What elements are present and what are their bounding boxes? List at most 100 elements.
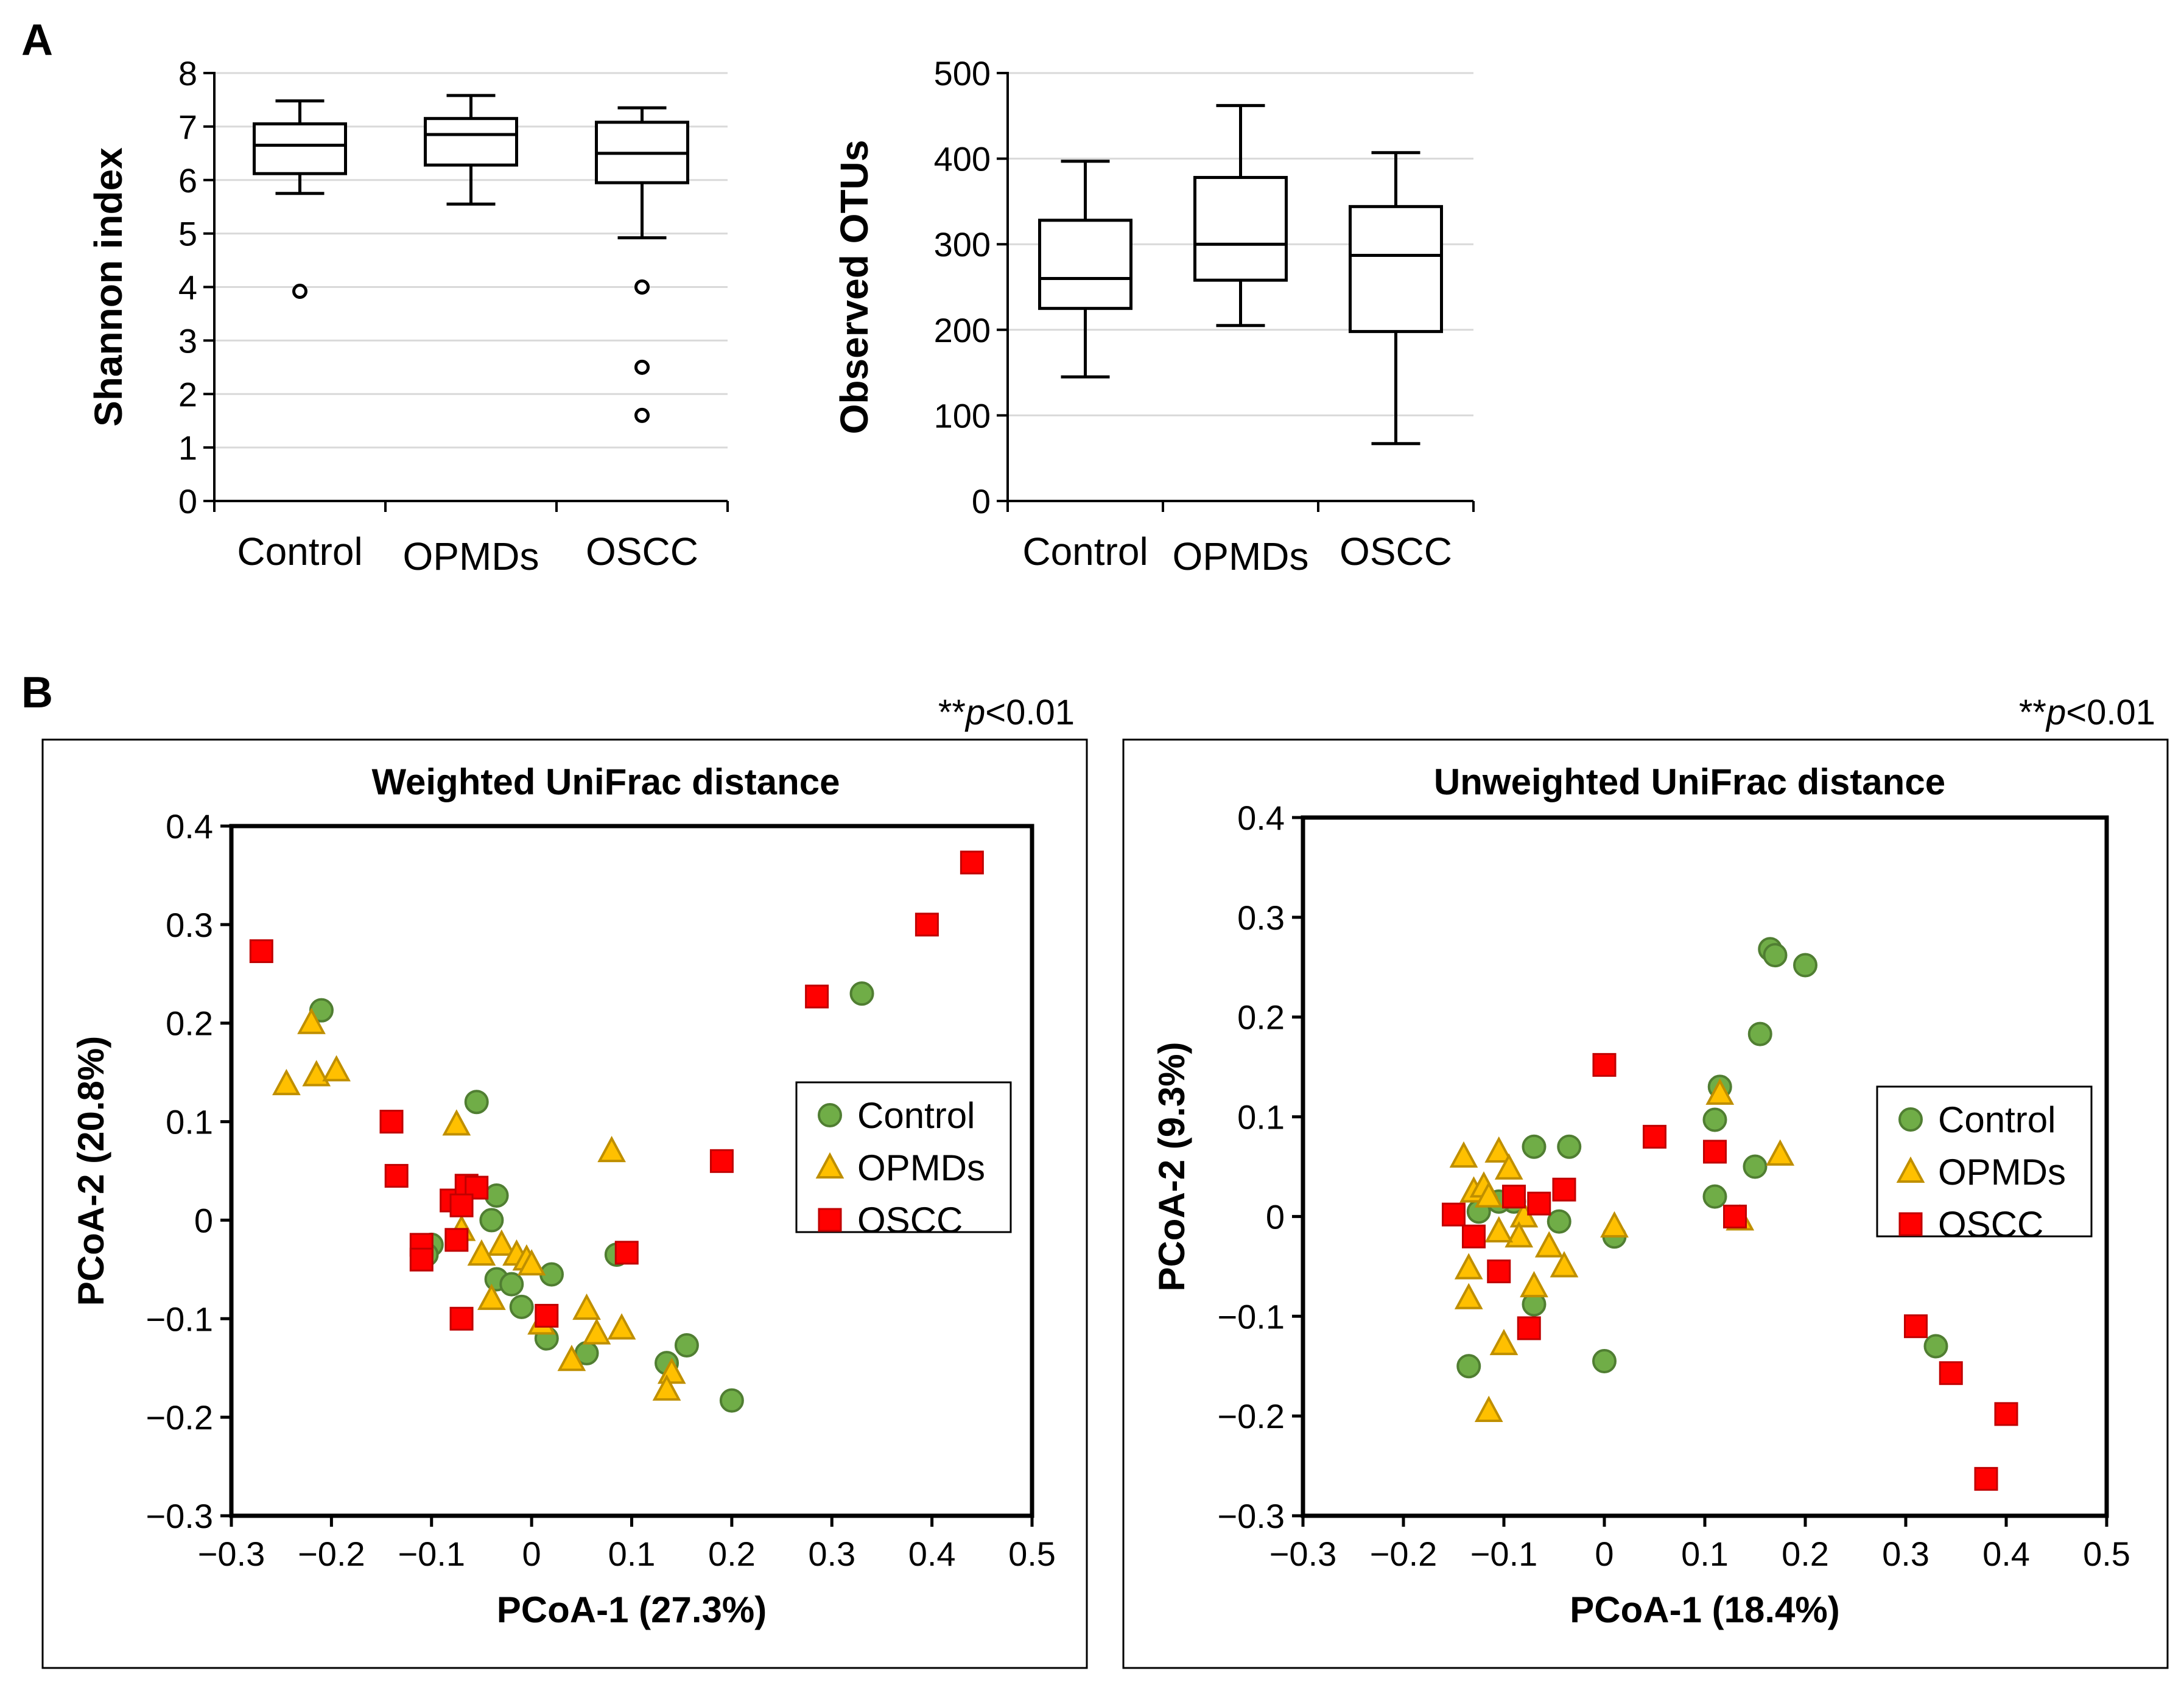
unweighted-control-point <box>1702 1184 1727 1209</box>
weighted-ytick-label: 0.1 <box>166 1103 213 1141</box>
weighted-xtick-label: 0.4 <box>908 1535 956 1573</box>
weighted-xtick-label: 0.5 <box>1008 1535 1056 1573</box>
shannon-box <box>424 117 518 167</box>
unweighted-legend-label: OSCC <box>1938 1204 2043 1245</box>
weighted-xtick-label: −0.1 <box>398 1535 465 1573</box>
weighted-legend-label: OPMDs <box>857 1147 985 1188</box>
otus-ytick-label: 400 <box>934 140 991 178</box>
weighted-xtick-label: 0.1 <box>608 1535 656 1573</box>
unweighted-xtick-label: 0.4 <box>1982 1535 2030 1573</box>
panel-label-a: A <box>21 16 53 65</box>
observed-otus-boxplot: 0 100 200 300 400 500 Control OPMDs OSCC Observed… <box>832 54 1475 578</box>
weighted-oscc-point <box>379 1110 404 1134</box>
unweighted-legend-label: Control <box>1938 1099 2056 1140</box>
weighted-opmd-point <box>557 1345 586 1371</box>
otus-ytick-label: 0 <box>972 482 991 520</box>
weighted-oscc-point <box>915 913 939 937</box>
weighted-significance: **p<0.01 <box>938 693 1075 732</box>
weighted-xtick-label: 0 <box>522 1535 541 1573</box>
otus-ytick-label: 500 <box>934 54 991 93</box>
shannon-ytick-label: 3 <box>178 321 197 360</box>
unweighted-oscc-point <box>1723 1204 1747 1228</box>
unweighted-opmd-point <box>1600 1211 1629 1238</box>
unweighted-control-point <box>1747 1021 1772 1046</box>
shannon-index-boxplot: 0 1 2 3 4 5 6 7 8 Control OPMDs OSCC Shannon index <box>86 54 729 578</box>
shannon-ytick-label: 1 <box>178 429 197 467</box>
unweighted-oscc-point <box>1592 1053 1617 1077</box>
weighted-opmd-point <box>477 1283 506 1310</box>
unweighted-opmd-point <box>1449 1141 1478 1168</box>
weighted-oscc-point <box>709 1149 734 1173</box>
unweighted-control-point <box>1592 1349 1617 1374</box>
weighted-oscc-point <box>409 1247 434 1272</box>
weighted-control-point <box>509 1294 534 1319</box>
weighted-oscc-point <box>535 1303 559 1328</box>
unweighted-opmd-point <box>1474 1181 1503 1208</box>
weighted-oscc-point <box>384 1164 409 1188</box>
unweighted-ytick-label: 0 <box>1266 1197 1285 1236</box>
unweighted-control-point <box>1763 943 1788 968</box>
unweighted-ytick-label: 0.2 <box>1237 998 1285 1037</box>
weighted-legend-marker <box>818 1103 842 1127</box>
unweighted-oscc-point <box>1939 1361 1963 1385</box>
weighted-legend-marker <box>818 1208 842 1232</box>
unweighted-xtick-label: 0 <box>1595 1535 1613 1573</box>
unweighted-ytick-label: −0.3 <box>1217 1497 1285 1535</box>
unweighted-control-point <box>1923 1334 1948 1359</box>
shannon-outlier <box>634 359 650 375</box>
weighted-oscc-point <box>614 1241 639 1265</box>
otus-category-label: OSCC <box>1340 530 1452 573</box>
unweighted-control-point <box>1702 1107 1727 1132</box>
weighted-oscc-point <box>805 984 829 1009</box>
unweighted-oscc-point <box>1994 1402 2018 1426</box>
unweighted-ytick-label: 0.1 <box>1237 1098 1285 1137</box>
unweighted-opmd-point <box>1484 1136 1514 1163</box>
weighted-opmd-point <box>442 1109 471 1136</box>
unweighted-unifrac-frame <box>1122 738 2169 1669</box>
unweighted-opmd-point <box>1494 1153 1523 1180</box>
unweighted-control-point <box>1557 1134 1582 1159</box>
weighted-legend-label: OSCC <box>857 1200 963 1241</box>
otus-ytick-label: 100 <box>934 396 991 435</box>
shannon-y-axis-title: Shannon index <box>86 147 130 427</box>
unweighted-unifrac-title: Unweighted UniFrac distance <box>1434 762 1945 802</box>
unweighted-opmd-point <box>1705 1078 1735 1105</box>
shannon-category-label: OSCC <box>586 530 698 573</box>
otus-category-label: Control <box>1022 530 1148 573</box>
weighted-ytick-label: 0.2 <box>166 1004 213 1043</box>
weighted-ytick-label: −0.3 <box>146 1497 213 1535</box>
weighted-xtick-label: 0.3 <box>808 1535 855 1573</box>
weighted-xtick-label: −0.3 <box>198 1535 265 1573</box>
weighted-opmd-point <box>322 1055 351 1082</box>
unweighted-y-axis-title: PCoA-2 (9.3%) <box>1151 1042 1192 1291</box>
unweighted-xtick-label: 0.5 <box>2083 1535 2130 1573</box>
unweighted-oscc-point <box>1643 1124 1666 1149</box>
shannon-ytick-label: 8 <box>178 54 197 93</box>
unweighted-legend-marker <box>1898 1107 1923 1132</box>
unweighted-xtick-label: −0.3 <box>1269 1535 1337 1573</box>
weighted-opmd-point <box>607 1313 636 1340</box>
unweighted-oscc-point <box>1487 1259 1511 1284</box>
unweighted-ytick-label: 0.3 <box>1237 899 1285 937</box>
unweighted-opmd-point <box>1520 1270 1548 1298</box>
unweighted-ytick-label: −0.1 <box>1217 1297 1285 1336</box>
unweighted-opmd-point <box>1505 1221 1534 1248</box>
unweighted-control-point <box>1456 1354 1481 1379</box>
unweighted-oscc-point <box>1442 1202 1466 1227</box>
unweighted-opmd-point <box>1766 1139 1795 1166</box>
weighted-legend-label: Control <box>857 1095 975 1136</box>
shannon-ytick-label: 4 <box>178 268 197 307</box>
weighted-unifrac-frame <box>41 738 1088 1669</box>
weighted-control-point <box>484 1183 509 1208</box>
shannon-category-label: Control <box>237 530 362 573</box>
weighted-opmd-point <box>597 1135 626 1163</box>
otus-box <box>1349 205 1443 334</box>
weighted-control-point <box>464 1090 489 1115</box>
unweighted-legend-marker <box>1898 1212 1923 1236</box>
unweighted-control-point <box>1522 1134 1547 1159</box>
unweighted-opmd-point <box>1550 1251 1579 1278</box>
weighted-xtick-label: −0.2 <box>298 1535 365 1573</box>
unweighted-opmd-point <box>1484 1216 1514 1243</box>
otus-y-axis-title: Observed OTUs <box>832 140 876 435</box>
weighted-oscc-point <box>249 939 273 964</box>
